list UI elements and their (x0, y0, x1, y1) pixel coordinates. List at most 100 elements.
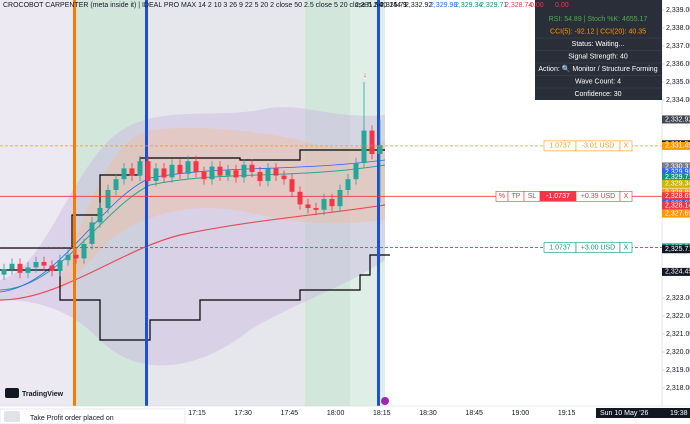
candle-body (241, 164, 247, 178)
candle-body (201, 172, 207, 180)
price-label: 2,329.98 (665, 169, 690, 176)
candle-body (41, 262, 47, 266)
session-marker (377, 0, 380, 406)
position-cell[interactable] (619, 140, 633, 152)
header-value: 0.00 (530, 2, 544, 9)
toast-box[interactable] (0, 408, 186, 424)
candle-body (225, 170, 231, 176)
candle-body (361, 130, 367, 163)
candle-body (249, 164, 255, 172)
date-label: Sun 10 May '26 (600, 410, 649, 417)
session-bg (0, 0, 74, 406)
price-label-bg (662, 192, 690, 201)
candle-body (265, 168, 271, 181)
y-tick-label: 2,320.00 (666, 349, 690, 356)
candle-body (297, 191, 303, 205)
candle-body (257, 172, 263, 181)
candle-body (49, 265, 55, 271)
x-tick-label: 18:45 (465, 410, 483, 417)
candle-body (81, 244, 87, 259)
price-label-bg (662, 173, 690, 182)
header-value: 0.00 (555, 2, 569, 9)
step-line (0, 254, 390, 341)
panel-line: Signal Strength: 40 (568, 53, 628, 60)
y-tick-label: 2,322.00 (666, 313, 690, 320)
candle-body (137, 161, 143, 176)
position-text: % (499, 193, 505, 200)
price-label-bg (662, 209, 690, 218)
candle-body (281, 175, 287, 180)
y-tick-label: 2,338.00 (666, 25, 690, 32)
toast[interactable]: Take Profit order placed on (0, 408, 186, 424)
date-box (596, 408, 690, 418)
price-label: 2,328.65 (665, 193, 690, 200)
position-cell[interactable] (619, 191, 633, 202)
axes: 2,339.00 2,338.00 2,337.00 2,336.00 2,335.00… (188, 7, 690, 418)
logo-text: TradingView (22, 391, 64, 398)
price-label-bg (662, 245, 690, 254)
candle-body (345, 179, 351, 190)
candle-body (233, 170, 239, 178)
price-label-bg (662, 201, 690, 210)
candle-body (1, 269, 7, 275)
y-tick-label: 2,321.00 (666, 331, 690, 338)
candle-body (289, 179, 295, 192)
candle-body (193, 161, 199, 172)
candle-body (65, 254, 71, 261)
header-value: 2,325.71 (380, 2, 407, 9)
price-label: 2,331.45 (665, 143, 690, 150)
session-marker (73, 0, 76, 406)
logo-icon (5, 388, 19, 398)
candle-body (329, 199, 335, 207)
header-value: 2,329.98 (430, 2, 457, 9)
position-text: X (624, 244, 629, 251)
x-tick-label: 19:00 (512, 410, 530, 417)
position-text: +3.00 USD (581, 244, 615, 251)
candle-body (217, 166, 223, 176)
candle-body (209, 166, 215, 180)
price-label: 2,327.69 (665, 210, 690, 217)
candle-body (73, 254, 79, 259)
candles (1, 82, 383, 280)
header-value: 2,329.34 (455, 2, 482, 9)
position-text: SL (528, 193, 537, 200)
x-tick-label: 18:15 (373, 410, 391, 417)
session-marker (145, 0, 148, 406)
event-icon[interactable] (381, 397, 389, 405)
header: CROCOBOT CARPENTER (meta inside it) | ID… (3, 2, 569, 9)
vertical-markers: ↓ (73, 0, 380, 406)
price-label: 2,329.71 (665, 174, 690, 181)
candle-body (313, 208, 319, 210)
candle-body (369, 130, 375, 154)
price-label: 2,328.14 (665, 202, 690, 209)
x-tick-label: 18:30 (419, 410, 437, 417)
price-label-bg (662, 168, 690, 177)
position-text: X (624, 143, 629, 150)
y-tick-label: 2,339.00 (666, 7, 690, 14)
price-label-bg (662, 162, 690, 171)
candle-body (17, 263, 23, 273)
position-cell[interactable] (619, 242, 633, 253)
header-values: 2,331.542,325.712,332.922,329.982,329.34… (355, 2, 569, 9)
cloud-band (0, 107, 385, 366)
info-panel (535, 0, 662, 100)
price-label: 2,324.45 (665, 269, 690, 276)
x-tick-label: 17:45 (281, 410, 299, 417)
price-label: 2,329.34 (665, 181, 690, 188)
candle-body (161, 168, 167, 178)
price-label-bg (662, 267, 690, 276)
branding: TradingView (5, 388, 64, 398)
position-text: -1.0737 (546, 193, 570, 200)
y-tick-label: 2,319.00 (666, 367, 690, 374)
candle-body (89, 222, 95, 244)
candle-body (9, 263, 15, 270)
candle-body (113, 179, 119, 190)
position-text: -3.01 USD (582, 143, 615, 150)
panel-line: CCI(5): -92.12 | CCI(20): 40.35 (550, 28, 646, 35)
info-panel-lines: RSI: 54.89 | Stoch %K: 4655.17 CCI(5): -9… (535, 16, 662, 98)
price-label-bg (662, 115, 690, 124)
signal-arrow: ↓ (363, 72, 367, 79)
price-label-bg (662, 141, 690, 150)
candle-body (377, 145, 383, 154)
candle-body (25, 267, 31, 273)
